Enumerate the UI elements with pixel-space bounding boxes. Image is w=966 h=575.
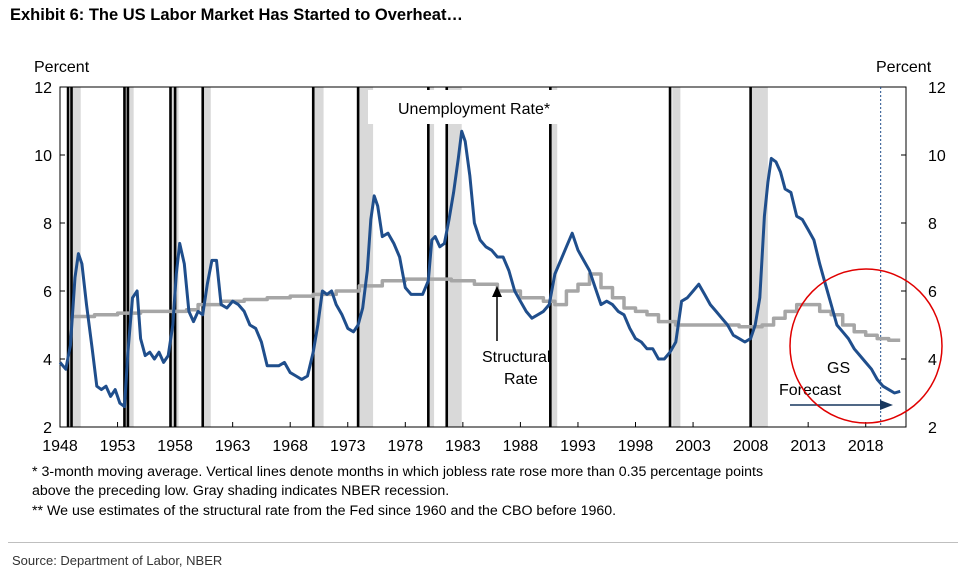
footer-divider xyxy=(8,542,958,543)
recession-band-8 xyxy=(549,87,558,427)
recession-band-5 xyxy=(358,87,374,427)
ytick-left-label-2: 2 xyxy=(43,420,52,437)
forecast-arrowhead xyxy=(880,400,893,410)
xtick-label-1993: 1993 xyxy=(560,438,596,455)
xtick-label-2013: 2013 xyxy=(790,438,826,455)
label-background xyxy=(368,90,580,124)
structural-rate-label-2: Rate xyxy=(504,371,538,388)
ytick-right-label-12: 12 xyxy=(928,80,946,97)
xtick-label-1948: 1948 xyxy=(42,438,78,455)
xtick-label-2008: 2008 xyxy=(733,438,769,455)
xtick-label-1963: 1963 xyxy=(215,438,251,455)
plot-frame xyxy=(59,86,907,428)
y-axis-label-right: Percent xyxy=(876,59,932,76)
xtick-label-2018: 2018 xyxy=(848,438,884,455)
ytick-left-label-4: 4 xyxy=(43,352,52,369)
ytick-left-label-8: 8 xyxy=(43,216,52,233)
line-chart: 2 2 4 4 6 6 8 8 10 10 12 12 1948 1953 1958 1963 1968 197… xyxy=(34,59,946,455)
xtick-label-2003: 2003 xyxy=(675,438,711,455)
xtick-label-1958: 1958 xyxy=(157,438,193,455)
x-ticks-layer: 1948 1953 1958 1963 1968 1973 1978 1983 1988 1993… xyxy=(42,422,884,455)
xtick-label-1973: 1973 xyxy=(330,438,366,455)
exhibit-title: Exhibit 6: The US Labor Market Has Start… xyxy=(10,6,463,24)
ytick-right-label-2: 2 xyxy=(928,420,937,437)
recession-band-0 xyxy=(70,87,81,427)
ytick-left-label-10: 10 xyxy=(34,148,52,165)
ytick-left-label-6: 6 xyxy=(43,284,52,301)
footnote-line-1: * 3-month moving average. Vertical lines… xyxy=(32,464,764,480)
ytick-right-label-8: 8 xyxy=(928,216,937,233)
footnote-line-3: ** We use estimates of the structural ra… xyxy=(32,503,617,519)
recession-band-4 xyxy=(312,87,324,427)
y-ticks-layer: 2 2 4 4 6 6 8 8 10 10 12 12 xyxy=(34,80,946,437)
structural-rate-line xyxy=(71,272,901,343)
xtick-label-1968: 1968 xyxy=(272,438,308,455)
xtick-label-1998: 1998 xyxy=(618,438,654,455)
xtick-label-1983: 1983 xyxy=(445,438,481,455)
xtick-label-1988: 1988 xyxy=(503,438,539,455)
gs-forecast-label-1: GS xyxy=(827,360,850,377)
xtick-label-1978: 1978 xyxy=(388,438,424,455)
structural-pointer-arrowhead xyxy=(492,286,502,297)
source-note: Source: Department of Labor, NBER xyxy=(12,553,223,568)
recession-band-10 xyxy=(749,87,768,427)
footnote-line-2: above the preceding low. Gray shading in… xyxy=(32,483,450,499)
ytick-left-label-12: 12 xyxy=(34,80,52,97)
y-axis-label-left: Percent xyxy=(34,59,90,76)
vertical-lines-layer xyxy=(66,87,752,427)
unemployment-rate-label: Unemployment Rate* xyxy=(398,101,550,118)
ytick-right-label-10: 10 xyxy=(928,148,946,165)
forecast-highlight-circle xyxy=(789,268,943,424)
recession-band-9 xyxy=(672,87,681,427)
structural-rate-label-1: Structural xyxy=(482,349,550,366)
gs-forecast-label-2: Forecast xyxy=(779,382,842,399)
ytick-right-label-4: 4 xyxy=(928,352,937,369)
xtick-label-1953: 1953 xyxy=(100,438,136,455)
ytick-right-label-6: 6 xyxy=(928,284,937,301)
unemployment-rate-line xyxy=(58,129,901,409)
recession-band-3 xyxy=(201,87,211,427)
